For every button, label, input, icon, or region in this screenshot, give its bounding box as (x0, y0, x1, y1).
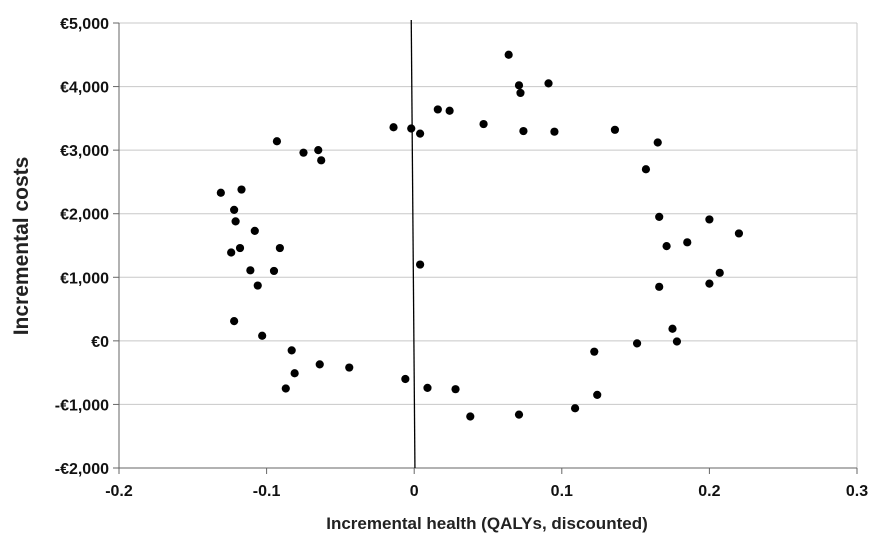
x-tick-label: -0.2 (105, 483, 133, 500)
x-tick-label: -0.1 (253, 483, 281, 500)
data-point (237, 185, 246, 194)
data-point (655, 282, 664, 291)
data-point (514, 410, 524, 419)
data-point (287, 346, 296, 355)
data-point (416, 260, 425, 269)
data-point (662, 242, 671, 251)
y-axis: -€2,000 -€1,000 €0 €1,000 €2,000 €3,000 €4,000… (55, 16, 120, 478)
data-point (433, 105, 442, 114)
data-point (544, 79, 553, 88)
data-point (550, 127, 559, 136)
data-point (570, 404, 580, 413)
data-point (715, 268, 724, 277)
x-tick-label: 0 (410, 483, 419, 500)
x-tick-label: 0.1 (551, 483, 573, 500)
data-point (466, 412, 475, 421)
data-point (705, 279, 714, 288)
data-point (504, 50, 513, 59)
data-point (345, 363, 354, 372)
y-tick-label: €5,000 (60, 16, 109, 33)
data-point (258, 331, 267, 340)
data-point (416, 129, 425, 138)
data-point (734, 229, 744, 238)
y-tick-label: €4,000 (60, 80, 109, 97)
data-point (275, 243, 284, 253)
data-point (389, 123, 398, 132)
data-point (655, 212, 664, 221)
data-point (516, 88, 525, 98)
data-point (479, 119, 488, 129)
data-point (590, 347, 599, 356)
data-point (250, 226, 259, 235)
data-point (593, 390, 602, 399)
data-point (401, 374, 410, 384)
zero-qaly-line (410, 19, 416, 469)
gridlines (119, 22, 858, 469)
data-point (299, 148, 308, 157)
data-point (705, 215, 714, 224)
data-point (314, 146, 323, 155)
data-point (610, 125, 620, 134)
data-point (281, 384, 290, 393)
y-axis-label: Incremental costs (10, 157, 33, 336)
data-point (272, 137, 282, 146)
data-point (451, 385, 460, 394)
data-point (317, 156, 326, 165)
x-axis: -0.2 -0.1 0 0.1 0.2 0.3 (105, 467, 868, 500)
data-point (231, 217, 240, 226)
data-point (269, 266, 279, 276)
data-point (514, 81, 524, 90)
y-tick-label: €2,000 (60, 207, 109, 224)
data-point (216, 188, 225, 197)
data-point (290, 369, 299, 378)
data-point (253, 281, 262, 290)
data-point (672, 337, 682, 346)
data-point (235, 243, 245, 253)
data-point (230, 317, 239, 326)
data-point (445, 106, 454, 115)
data-point (683, 238, 692, 247)
data-point (407, 124, 416, 133)
data-point (632, 339, 642, 348)
y-tick-label: -€2,000 (55, 461, 109, 478)
x-tick-label: 0.3 (846, 483, 868, 500)
data-point (668, 324, 677, 333)
data-point (653, 138, 662, 147)
x-tick-label: 0.2 (698, 483, 720, 500)
data-point (641, 165, 651, 174)
y-tick-label: €1,000 (60, 270, 109, 287)
data-point (246, 266, 255, 275)
data-points (216, 50, 744, 421)
y-tick-label: -€1,000 (55, 397, 109, 414)
y-tick-label: €0 (91, 334, 109, 351)
x-axis-label: Incremental health (QALYs, discounted) (326, 514, 648, 533)
data-point (519, 126, 528, 136)
data-point (230, 205, 239, 214)
data-point (423, 383, 432, 392)
y-tick-label: €3,000 (60, 143, 109, 160)
data-point (315, 360, 324, 369)
data-point (227, 248, 236, 257)
